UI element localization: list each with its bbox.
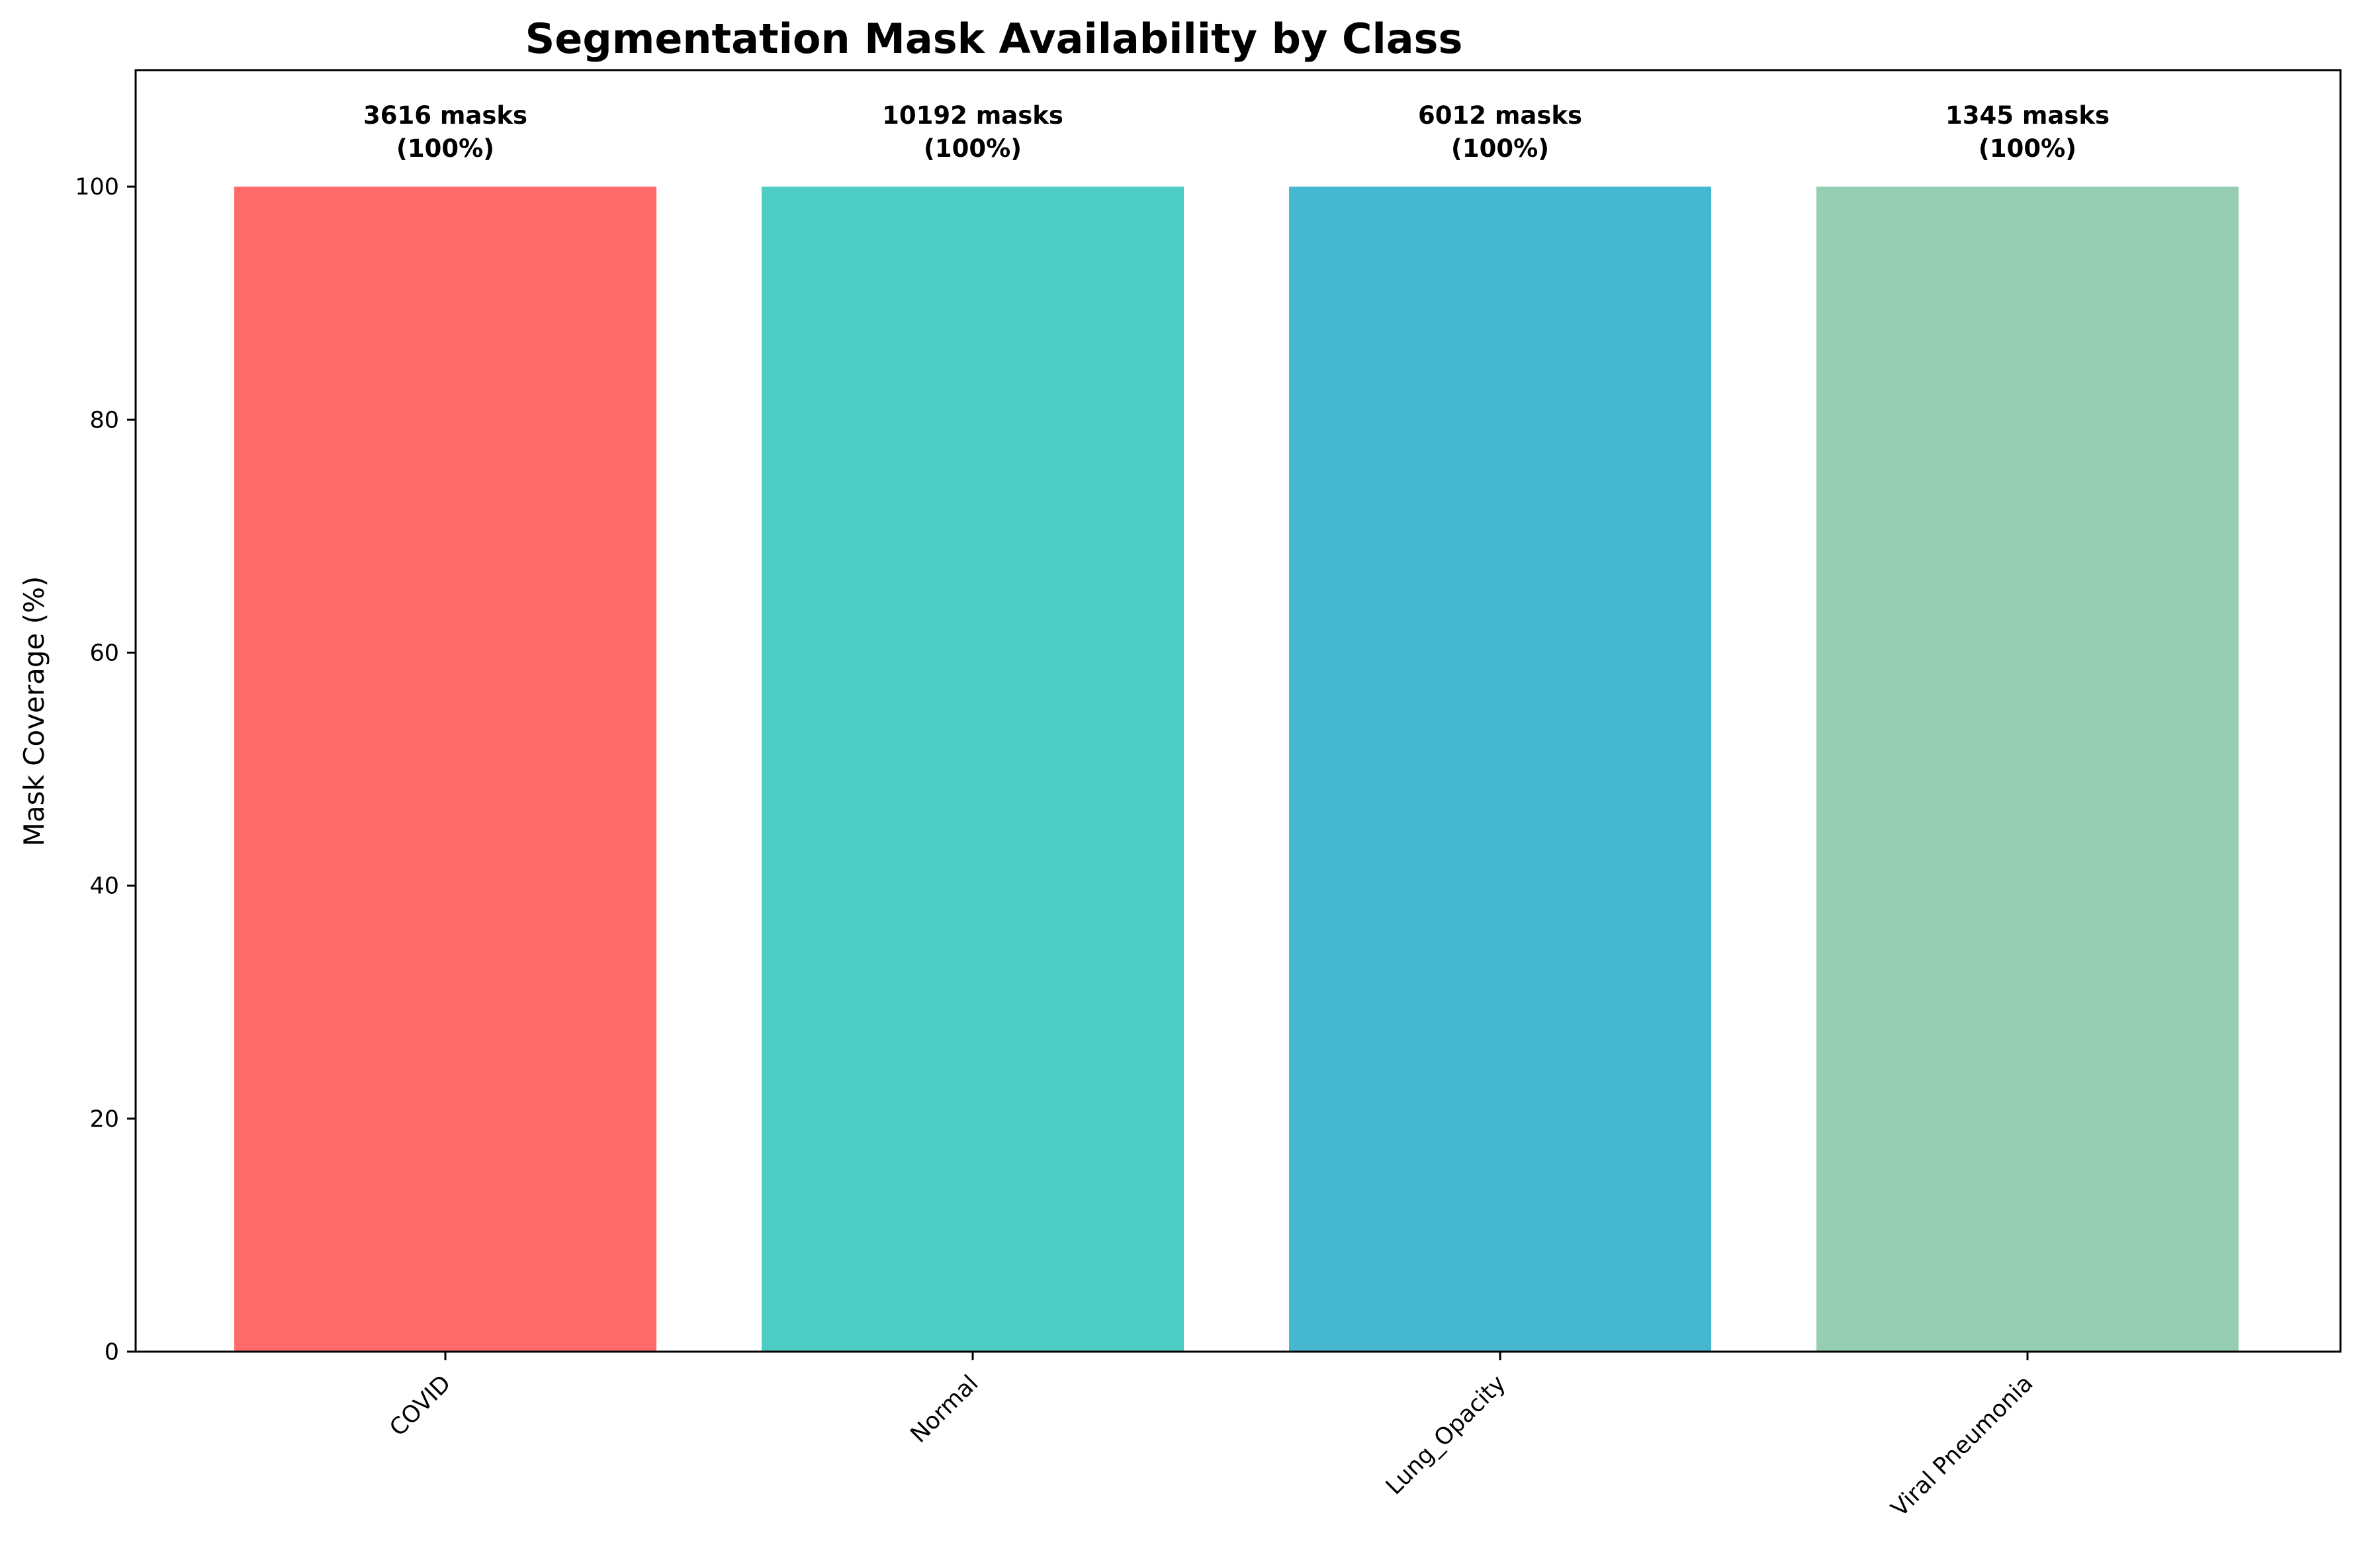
data-label: 1345 masks: [1945, 101, 2110, 130]
plot-frame: [134, 69, 2342, 1353]
chart-title: Segmentation Mask Availability by Class: [525, 15, 1463, 63]
data-label: 3616 masks: [363, 101, 527, 130]
y-tick-label: 0: [105, 1339, 119, 1366]
y-axis-label: Mask Coverage (%): [18, 576, 50, 847]
data-label: (100%): [396, 134, 494, 163]
y-tick-label: 20: [89, 1106, 119, 1133]
bar-lung-opacity: [1289, 187, 1711, 1352]
bar-viral-pneumonia: [1816, 187, 2239, 1352]
data-label: (100%): [1979, 134, 2076, 163]
y-tick-label: 60: [89, 640, 119, 666]
y-tick-label: 100: [75, 174, 119, 200]
y-tick-label: 80: [89, 407, 119, 433]
y-tick-label: 40: [89, 873, 119, 900]
data-label: 6012 masks: [1418, 101, 1582, 130]
bar-normal: [762, 187, 1184, 1352]
data-label: (100%): [1451, 134, 1549, 163]
data-label: 10192 masks: [882, 101, 1063, 130]
bar-covid: [234, 187, 656, 1352]
data-label: (100%): [924, 134, 1022, 163]
